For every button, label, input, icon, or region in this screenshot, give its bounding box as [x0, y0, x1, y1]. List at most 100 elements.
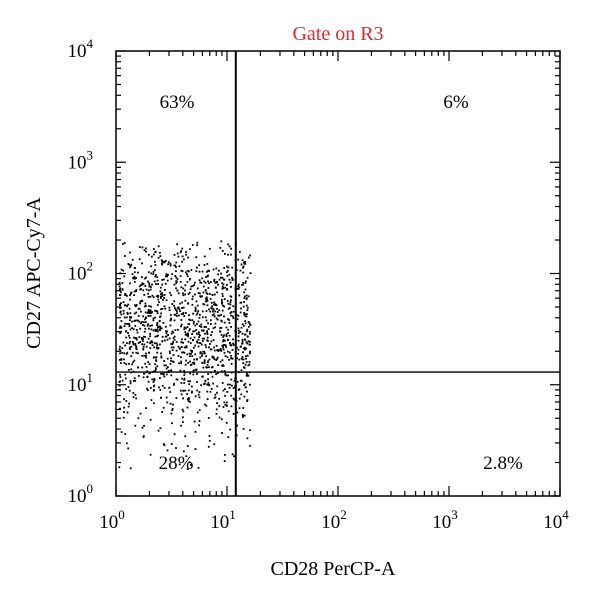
data-point [175, 266, 177, 268]
data-point [192, 330, 194, 333]
data-point [147, 289, 150, 292]
data-point [206, 330, 208, 333]
data-point [194, 395, 197, 398]
y-tick-label: 101 [68, 370, 94, 396]
data-point [129, 312, 132, 314]
data-point [232, 397, 235, 400]
data-point [210, 348, 213, 351]
data-point [148, 283, 151, 286]
data-point [245, 294, 248, 297]
data-point [244, 348, 246, 351]
data-point [221, 309, 224, 312]
data-point [132, 343, 135, 346]
data-point [120, 313, 123, 316]
data-point [195, 270, 198, 273]
data-point [196, 411, 199, 414]
data-point [156, 335, 158, 338]
data-point [141, 426, 144, 429]
data-point [160, 396, 162, 399]
data-point [180, 362, 183, 364]
data-point [230, 344, 233, 347]
data-point [221, 359, 224, 362]
data-point [140, 310, 142, 313]
data-point [197, 345, 200, 348]
data-point [180, 356, 182, 359]
data-point [196, 389, 199, 392]
data-point [187, 256, 189, 259]
data-point [218, 278, 221, 281]
data-point [220, 350, 223, 352]
data-point [191, 355, 194, 357]
data-point [159, 251, 161, 254]
data-point [222, 340, 224, 343]
data-point [221, 301, 223, 304]
data-point [170, 294, 172, 297]
data-point [218, 405, 221, 407]
data-point [243, 395, 246, 398]
data-point [202, 285, 205, 288]
data-point [238, 358, 241, 361]
data-point [165, 373, 168, 376]
data-point [229, 301, 232, 304]
data-point [119, 373, 121, 376]
data-point [246, 276, 249, 279]
data-point [237, 283, 240, 286]
data-point [119, 307, 121, 309]
data-point [170, 443, 173, 445]
data-point [219, 360, 222, 363]
data-point [206, 336, 209, 339]
data-point [171, 330, 174, 333]
data-point [222, 389, 225, 392]
data-point [223, 315, 225, 318]
data-point [220, 240, 223, 243]
data-point [152, 296, 155, 299]
data-point [145, 366, 148, 368]
data-point [237, 314, 240, 317]
data-point [248, 325, 250, 328]
data-point [189, 463, 192, 466]
data-point [142, 335, 145, 338]
data-point [119, 376, 122, 378]
data-point [132, 328, 135, 331]
data-point [143, 424, 145, 427]
data-point [145, 247, 147, 250]
data-point [197, 393, 200, 396]
data-point [204, 297, 207, 300]
data-point [198, 342, 201, 344]
data-point [161, 384, 164, 387]
data-point [125, 442, 128, 445]
data-point [172, 354, 175, 356]
data-point [225, 374, 228, 377]
data-point [207, 417, 210, 419]
data-point [209, 390, 212, 393]
data-point [150, 328, 153, 331]
data-point [205, 276, 207, 278]
data-point [173, 338, 176, 341]
data-point [125, 400, 128, 402]
data-point [233, 379, 236, 382]
data-point [162, 443, 165, 445]
data-point [197, 310, 200, 312]
data-point [222, 346, 224, 349]
data-point [212, 356, 215, 359]
data-point [240, 301, 243, 304]
data-point [243, 324, 245, 327]
data-point [211, 366, 214, 368]
data-point [180, 360, 182, 363]
data-point [199, 351, 202, 353]
data-point [186, 468, 189, 470]
data-point [143, 249, 146, 251]
data-point [120, 362, 122, 364]
data-point [212, 327, 215, 330]
data-point [205, 366, 208, 369]
data-point [124, 433, 127, 435]
data-point [229, 383, 231, 386]
data-point [161, 335, 164, 338]
data-point [161, 260, 164, 262]
data-point [143, 305, 146, 308]
data-point [184, 289, 186, 292]
data-point [119, 303, 121, 306]
data-point [237, 332, 240, 335]
data-point [149, 324, 152, 327]
data-point [184, 293, 186, 296]
